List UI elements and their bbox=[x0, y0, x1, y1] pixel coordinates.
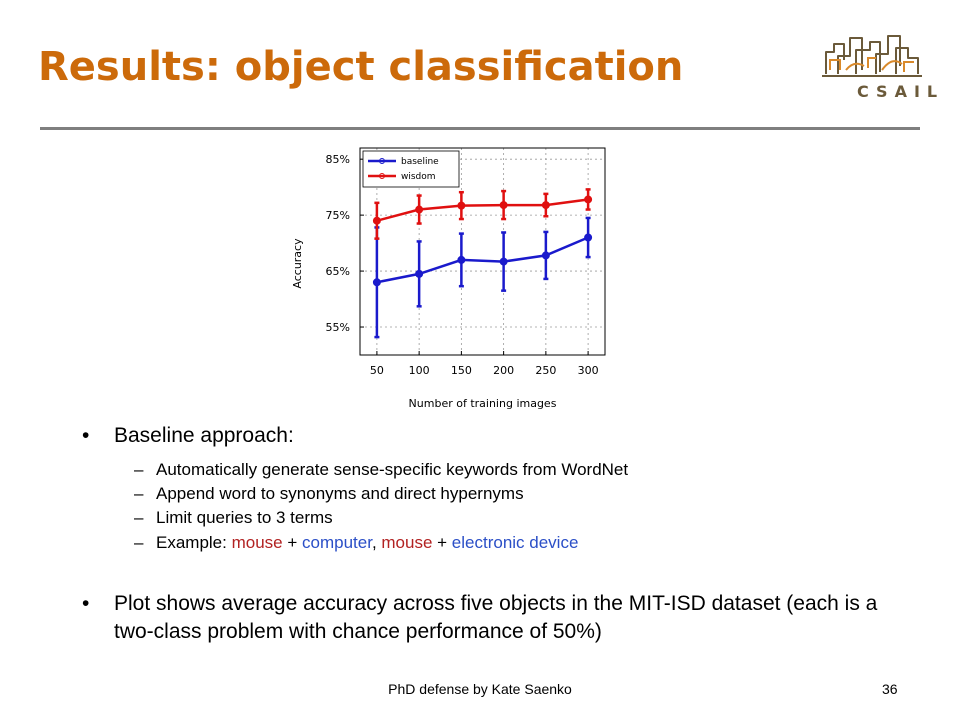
accuracy-chart: 50 100 150 200 250 300 55% 65% 75% 85% Number of t… bbox=[291, 147, 606, 410]
x-tick-label: 200 bbox=[493, 364, 514, 377]
slide-title: Results: object classification bbox=[38, 44, 684, 90]
x-tick-label: 150 bbox=[451, 364, 472, 377]
text-run: Append word to synonyms and direct hyper… bbox=[156, 484, 524, 503]
text-run: Limit queries to 3 terms bbox=[156, 508, 333, 527]
sub-bullet-text: Limit queries to 3 terms bbox=[156, 506, 333, 530]
legend-label: baseline bbox=[401, 157, 439, 167]
text-run: Example: bbox=[156, 533, 232, 552]
csail-logo-icon bbox=[822, 35, 922, 77]
bullet-dot-icon: • bbox=[82, 424, 90, 447]
x-tick-label: 300 bbox=[578, 364, 599, 377]
logo-text: CSAIL bbox=[857, 82, 945, 101]
slide-footer: PhD defense by Kate Saenko bbox=[388, 681, 572, 697]
baseline-data-point bbox=[415, 269, 424, 278]
bullet-text: Plot shows average accuracy across five … bbox=[114, 592, 878, 643]
wisdom-data-point bbox=[372, 216, 381, 225]
text-run: computer bbox=[302, 533, 372, 552]
wisdom-data-point bbox=[541, 201, 550, 210]
dash-icon: – bbox=[134, 508, 144, 527]
x-tick-label: 50 bbox=[370, 364, 384, 377]
page-number: 36 bbox=[882, 681, 898, 697]
legend-box bbox=[362, 150, 460, 188]
y-axis-label: Accuracy bbox=[291, 238, 304, 289]
text-run: + bbox=[432, 533, 452, 552]
y-tick-label: 55% bbox=[326, 321, 350, 334]
wisdom-data-point bbox=[457, 201, 466, 210]
y-tick-label: 85% bbox=[326, 153, 350, 166]
title-divider bbox=[40, 127, 920, 130]
sub-bullet-text: Example: mouse + computer, mouse + elect… bbox=[156, 531, 578, 555]
wisdom-legend-marker bbox=[379, 173, 385, 179]
x-tick-label: 250 bbox=[535, 364, 556, 377]
sub-bullet-text: Append word to synonyms and direct hyper… bbox=[156, 482, 524, 506]
wisdom-series-line bbox=[376, 198, 589, 222]
y-tick-label: 65% bbox=[326, 265, 350, 278]
text-run: mouse bbox=[381, 533, 433, 552]
wisdom-data-point bbox=[499, 201, 508, 210]
text-run: , bbox=[371, 533, 382, 552]
sub-bullet-text: Automatically generate sense-specific ke… bbox=[156, 458, 628, 482]
bullet-dot-icon: • bbox=[82, 592, 90, 615]
plot-frame bbox=[359, 147, 606, 356]
bullet-text: Baseline approach: bbox=[114, 424, 294, 447]
wisdom-data-point bbox=[584, 195, 593, 204]
x-axis-label: Number of training images bbox=[409, 397, 557, 410]
x-tick-label: 100 bbox=[409, 364, 430, 377]
text-run: + bbox=[282, 533, 302, 552]
baseline-series-line bbox=[376, 236, 589, 284]
legend-label: wisdom bbox=[401, 172, 436, 182]
dash-icon: – bbox=[134, 533, 144, 552]
baseline-data-point bbox=[584, 233, 593, 242]
baseline-data-point bbox=[541, 251, 550, 260]
baseline-legend-marker bbox=[379, 158, 385, 164]
text-run: electronic device bbox=[451, 533, 579, 552]
wisdom-data-point bbox=[415, 205, 424, 214]
dash-icon: – bbox=[134, 484, 144, 503]
text-run: Automatically generate sense-specific ke… bbox=[156, 460, 629, 479]
text-run: mouse bbox=[231, 533, 283, 552]
dash-icon: – bbox=[134, 460, 144, 479]
baseline-data-point bbox=[457, 255, 466, 264]
y-tick-label: 75% bbox=[326, 209, 350, 222]
baseline-data-point bbox=[499, 257, 508, 266]
baseline-data-point bbox=[372, 278, 381, 287]
